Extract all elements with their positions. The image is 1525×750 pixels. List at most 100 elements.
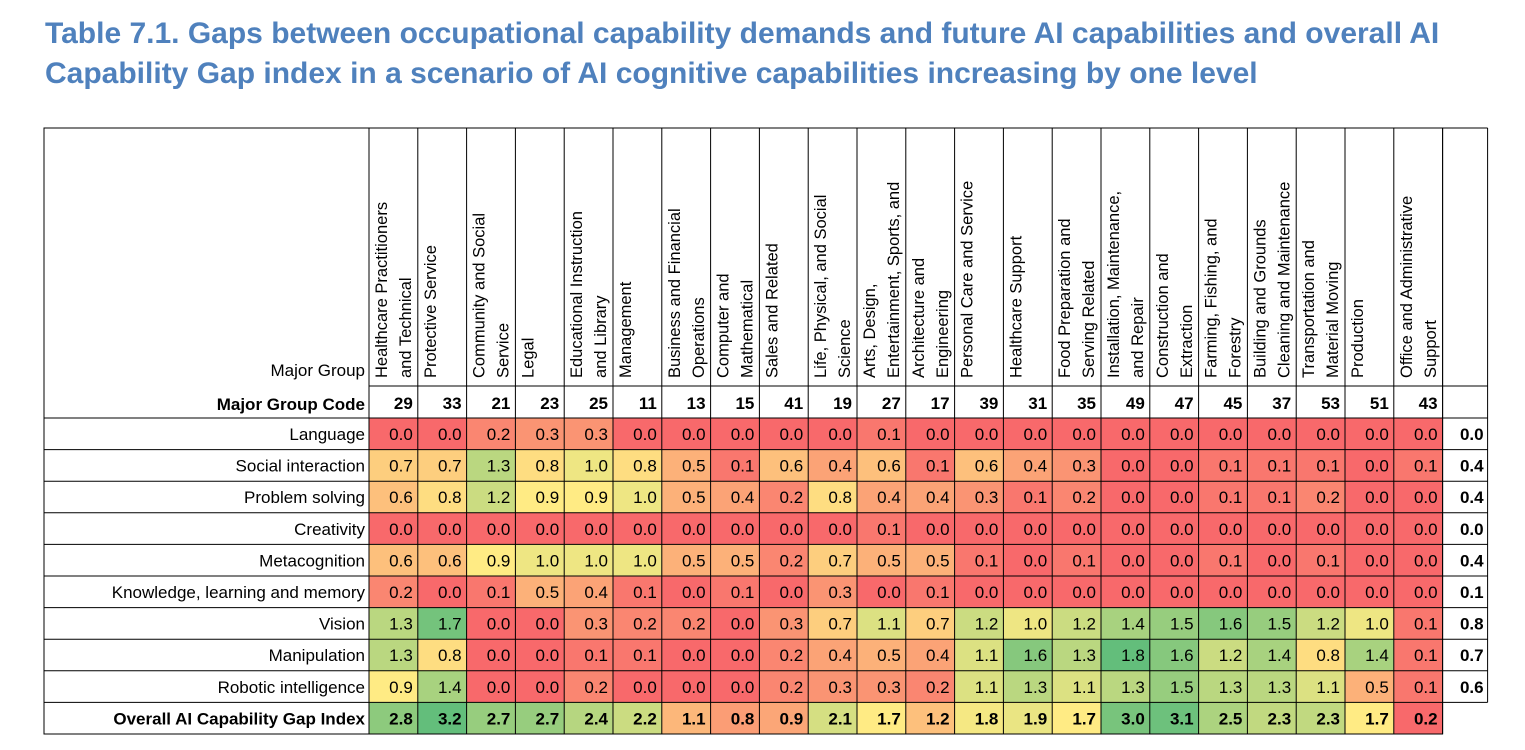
heat-cell (1296, 576, 1345, 608)
cell-value: 1.0 (584, 551, 608, 570)
row-total: 0.7 (1460, 646, 1484, 665)
cell-value: 0.0 (438, 425, 462, 444)
heat-cell (857, 449, 906, 482)
heat-cell (954, 481, 1004, 513)
heat-cell (369, 576, 418, 608)
cell-value: 0.7 (438, 457, 462, 476)
heat-cell (1101, 481, 1150, 513)
index-cell (1345, 702, 1394, 734)
index-value: 1.9 (1024, 709, 1048, 728)
cell-value: 0.0 (682, 583, 706, 602)
column-header-line: Life, Physical, and Social (812, 195, 830, 378)
column-header-line: Cleaning and Maintenance (1275, 182, 1293, 378)
heat-cell (1296, 418, 1345, 450)
cell-value: 0.4 (828, 646, 852, 665)
heat-cell (1198, 481, 1248, 513)
cell-value: 0.0 (1268, 425, 1292, 444)
cell-value: 1.0 (584, 457, 608, 476)
cell-value: 0.0 (1121, 457, 1145, 476)
cell-value: 0.0 (389, 425, 413, 444)
cell-value: 0.1 (487, 583, 511, 602)
major-group-code: 19 (833, 394, 852, 413)
heat-cell (808, 512, 857, 545)
index-value: 0.9 (780, 709, 804, 728)
cell-value: 0.3 (975, 488, 999, 507)
column-header-line: Healthcare Support (1007, 235, 1025, 378)
column-header: Educational Instruction and Library (568, 211, 610, 378)
cell-value: 0.0 (975, 583, 999, 602)
heat-cell (1003, 607, 1053, 640)
row-total: 0.0 (1460, 425, 1484, 444)
cell-value: 0.0 (1268, 551, 1292, 570)
major-group-code: 13 (687, 394, 706, 413)
index-cell (857, 702, 906, 734)
heat-cell (515, 449, 565, 482)
heat-cell (1003, 481, 1053, 513)
cell-value: 0.4 (828, 457, 852, 476)
cell-value: 0.0 (1316, 520, 1340, 539)
cell-value: 0.0 (1072, 583, 1096, 602)
column-header-line: Educational Instruction (568, 211, 586, 378)
cell-value: 0.0 (1024, 425, 1048, 444)
column-header-line: Operations (690, 297, 708, 378)
heat-cell (1149, 639, 1199, 671)
cell-value: 0.0 (1170, 488, 1194, 507)
heat-cell (1149, 449, 1199, 482)
heat-cell (1247, 418, 1297, 450)
cell-value: 0.0 (731, 425, 755, 444)
heat-cell (710, 481, 760, 513)
cell-value: 1.2 (1072, 615, 1096, 634)
column-header-line: Support (1422, 320, 1440, 378)
heat-cell (613, 449, 662, 482)
heat-cell (1198, 544, 1248, 576)
heat-cell (1052, 544, 1101, 576)
heat-cell (1198, 418, 1248, 450)
column-header-line: and Repair (1129, 297, 1147, 378)
cell-value: 0.0 (487, 615, 511, 634)
heat-cell (417, 639, 467, 671)
heat-cell (515, 607, 565, 640)
heat-cell (1247, 639, 1297, 671)
heat-cell (1393, 544, 1443, 576)
major-group-code: 21 (491, 394, 510, 413)
column-header: Healthcare Support (1007, 235, 1025, 378)
cell-value: 1.0 (536, 551, 560, 570)
cell-value: 0.7 (828, 615, 852, 634)
cell-value: 0.0 (1170, 425, 1194, 444)
cell-value: 0.0 (1365, 425, 1389, 444)
row-total: 0.6 (1460, 678, 1484, 697)
cell-value: 0.2 (780, 551, 804, 570)
heat-cell (1101, 670, 1150, 703)
heat-cell (417, 418, 467, 450)
heat-cell (857, 512, 906, 545)
cell-value: 0.2 (1072, 488, 1096, 507)
index-cell (564, 702, 613, 734)
cell-value: 1.3 (487, 457, 511, 476)
cell-value: 0.5 (682, 488, 706, 507)
heat-cell (1198, 576, 1248, 608)
heat-cell (808, 607, 857, 640)
heat-cell (1247, 449, 1297, 482)
cell-value: 0.8 (438, 488, 462, 507)
index-value: 1.2 (926, 709, 950, 728)
cell-value: 0.9 (389, 678, 413, 697)
heat-cell (710, 670, 760, 703)
column-header-line: Computer and (715, 273, 733, 378)
cell-value: 0.4 (584, 583, 608, 602)
column-header: Farming, Fishing, and Forestry (1203, 218, 1245, 378)
cell-value: 0.0 (975, 520, 999, 539)
heat-cell (1247, 670, 1297, 703)
heat-cell (466, 418, 516, 450)
cell-value: 0.0 (1024, 583, 1048, 602)
row-label: Language (289, 425, 365, 444)
row-label: Creativity (294, 520, 365, 539)
cell-value: 0.5 (877, 646, 901, 665)
row-total: 0.8 (1460, 615, 1484, 634)
cell-value: 1.1 (975, 678, 999, 697)
index-value: 2.5 (1219, 709, 1243, 728)
index-value: 3.2 (438, 709, 462, 728)
heat-cell (954, 449, 1004, 482)
cell-value: 0.1 (731, 583, 755, 602)
cell-value: 0.4 (926, 646, 950, 665)
index-cell (1149, 702, 1199, 734)
